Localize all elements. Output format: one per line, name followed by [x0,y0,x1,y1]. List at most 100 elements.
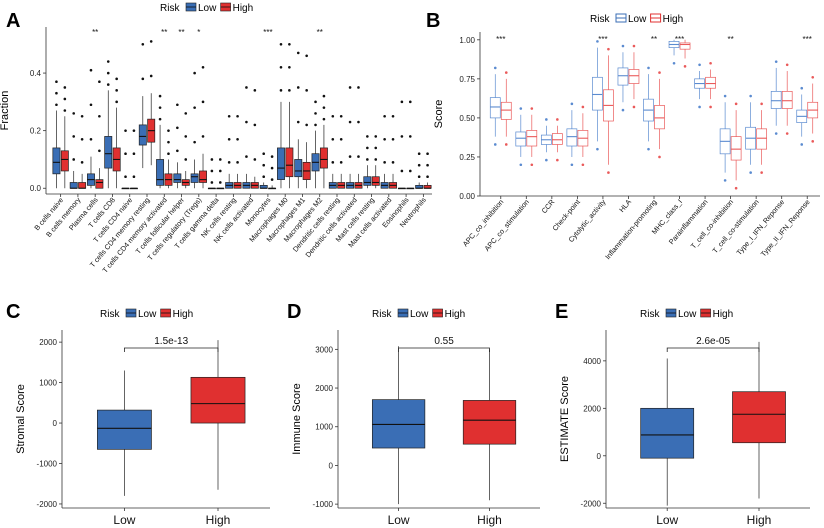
b-high-9-box [730,136,742,161]
a-outlier-point [262,175,266,179]
b-high-1-box [526,130,538,147]
a-outlier-point [262,152,266,155]
a-outlier-point [366,135,369,138]
b-category-label: Type_I_IFN_Reponse [734,198,786,257]
y-tick-label: 0 [53,419,58,428]
b-outlier-point [493,66,497,70]
a-outlier-point [236,161,239,164]
legend-label-high: High [233,3,254,14]
y-tick-label: -2000 [581,499,602,508]
a-outlier-point [348,120,352,124]
a-outlier-point [176,149,179,153]
a-outlier-point [167,152,170,155]
a-outlier-point [314,123,317,127]
a-outlier-point [132,152,136,155]
panel-e-estimate-score: Risk Low High -2000 0 2000 4000 ESTIMATE Score L… [559,308,810,527]
b-low-5-box [617,67,629,86]
a-outlier-point [210,181,214,184]
panel-letter-d: D [287,301,301,323]
a-outlier-point [158,117,162,121]
a-outlier-point [63,109,67,112]
a-high-18-box [371,176,380,186]
b-outlier-point [519,163,523,167]
a-high-13-box [285,147,294,178]
b-outlier-point [672,61,676,65]
a-outlier-point [391,137,395,141]
a-low-13-box [277,147,285,180]
b-outlier-point [709,105,712,109]
b-outlier-point [519,107,523,110]
a-outlier-point [357,155,360,158]
a-outlier-point [89,68,93,72]
a-outlier-point [132,175,136,179]
b-low-3-box [566,128,578,147]
a-outlier-point [296,86,300,89]
a-outlier-point [132,129,136,132]
a-outlier-point [141,77,145,81]
b-significance-label: ** [651,35,657,44]
a-outlier-point [167,140,170,144]
a-outlier-point [314,100,317,104]
a-outlier-point [400,100,404,104]
b-outlier-point [811,75,815,79]
a-outlier-point [408,169,412,173]
legend-label-low: Low [410,309,429,320]
b-outlier-point [698,105,701,109]
a-outlier-point [305,54,308,58]
a-outlier-point [331,114,335,118]
panelD-box-1-box [462,400,517,445]
legend-title: Risk [100,309,120,320]
b-category-label: Type_II_IFN_Reponse [759,198,812,259]
b-high-6-box [654,105,665,130]
a-outlier-point [245,86,248,89]
b-outlier-point [632,44,636,48]
b-outlier-point [774,60,778,63]
pvalue-bracket [398,347,490,352]
a-outlier-point [270,166,274,170]
a-outlier-point [141,42,145,46]
b-high-7-box [679,42,691,50]
a-outlier-point [167,129,170,132]
panel-d-immune-score: Risk Low High -1000 0 1000 2000 3000 Immune Scor… [291,308,540,527]
a-outlier-point [400,135,404,138]
a-outlier-point [158,94,162,98]
b-outlier-point [800,143,804,146]
y-tick-label: -1000 [313,500,334,509]
a-outlier-point [253,123,257,127]
a-outlier-point [331,161,335,164]
y-tick-label: 0.0 [30,184,42,193]
b-outlier-point [647,147,650,151]
a-outlier-point [218,169,222,173]
b-outlier-point [723,94,727,98]
a-outlier-point [55,80,58,84]
legend-title: Risk [640,309,660,320]
a-high-8-box [199,170,207,183]
a-outlier-point [227,161,231,164]
y-tick-label: 0 [597,452,602,461]
a-outlier-point [80,137,84,141]
a-outlier-point [106,60,110,63]
a-outlier-point [270,178,274,181]
y-tick-label: 0.50 [459,114,475,123]
panel-letter-b: B [426,10,440,32]
a-low-14-box [294,159,303,178]
a-significance-label: *** [263,28,272,37]
a-outlier-point [348,86,352,89]
a-outlier-point [63,86,67,89]
y-tick-label: 2000 [39,338,57,347]
b-outlier-point [800,86,804,90]
a-outlier-point [288,89,291,92]
a-outlier-point [288,66,291,69]
a-outlier-point [417,152,421,155]
group-label-high: High [206,513,231,527]
b-outlier-point [530,107,534,110]
b-low-0-box [489,97,501,119]
b-outlier-point [683,65,687,68]
a-outlier-point [357,120,360,124]
a-outlier-point [55,91,58,95]
a-outlier-point [279,89,283,92]
a-significance-label: * [197,28,200,37]
a-outlier-point [339,137,343,141]
y-tick-label: 0.00 [459,192,475,201]
legend-title: Risk [160,3,180,14]
